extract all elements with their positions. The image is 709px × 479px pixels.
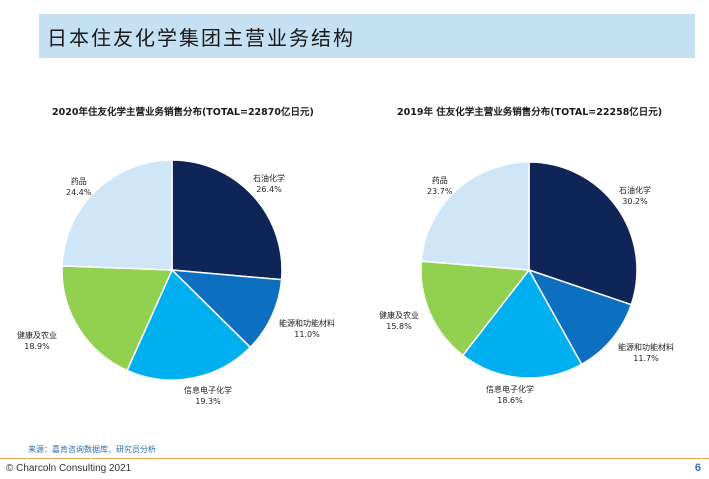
pie0-slice-1 [169,269,283,349]
page-number: 6 [694,462,701,474]
chart-title-2019: 2019年 住友化学主营业务销售分布(TOTAL=22258亿日元) [397,107,663,118]
label-2019-pharma: 药品 23.7% [427,176,453,196]
pie0-slice-3 [61,265,174,372]
pie1-slice-3 [420,260,531,357]
label-2020-electronics: 信息电子化学 19.3% [184,386,232,406]
page-title: 日本住友化学集团主营业务结构 [47,26,355,50]
label-2019-petrochem: 石油化学 30.2% [619,186,651,206]
label-2020-pharma: 药品 24.4% [66,177,92,197]
label-2019-energy: 能源和功能材料 11.7% [618,343,674,363]
pie0-slice-2 [126,268,252,381]
pie1-slice-0 [528,161,638,306]
footer-divider [0,458,709,459]
source-note: 来源：嘉肯咨询数据库、研究员分析 [28,445,156,454]
label-2020-energy: 能源和功能材料 11.0% [279,319,335,339]
pie1-slice-4 [420,161,530,271]
copyright: © Charcoln Consulting 2021 [6,463,132,474]
pie0-slice-4 [61,159,173,271]
chart-title-2020: 2020年住友化学主营业务销售分布(TOTAL=22870亿日元) [52,107,314,118]
pie1-slice-2 [461,268,583,379]
label-2020-petrochem: 石油化学 26.4% [253,174,285,194]
pie0-slice-0 [171,159,283,281]
label-2020-health-agri: 健康及农业 18.9% [17,331,57,351]
label-2019-electronics: 信息电子化学 18.6% [486,385,534,405]
pie1-slice-1 [527,268,633,366]
title-bar: 日本住友化学集团主营业务结构 [39,14,695,58]
label-2019-health-agri: 健康及农业 15.8% [379,311,419,331]
